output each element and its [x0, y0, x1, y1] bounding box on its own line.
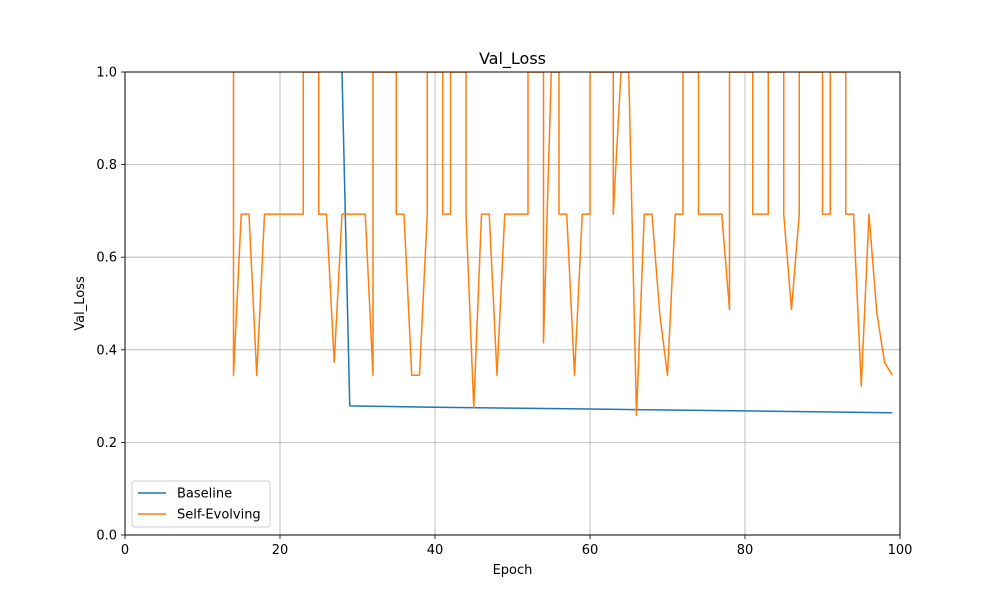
y-axis: 0.0 0.2 0.4 0.6 0.8 1.0: [96, 66, 125, 544]
x-tick-label: 20: [272, 543, 289, 558]
plot-area: [125, 72, 900, 535]
y-tick-label: 0.4: [96, 343, 117, 358]
series-line-self-evolving: [232, 72, 893, 417]
x-tick-label: 40: [427, 543, 444, 558]
x-tick-label: 0: [121, 543, 129, 558]
x-axis-label: Epoch: [493, 563, 533, 578]
plot-frame: [124, 71, 901, 536]
y-tick-label: 0.0: [96, 529, 117, 544]
y-tick-label: 0.8: [96, 158, 117, 173]
y-tick-label: 0.2: [96, 436, 117, 451]
legend-box: [131, 480, 271, 528]
chart-title: Val_Loss: [479, 49, 546, 69]
y-axis-label: Val_Loss: [73, 276, 88, 331]
series-line-baseline: [341, 72, 893, 414]
legend-label-self-evolving: Self-Evolving: [177, 508, 261, 523]
series-group: [232, 72, 893, 417]
x-tick-label: 100: [888, 543, 913, 558]
legend: Baseline Self-Evolving: [131, 480, 271, 528]
x-tick-label: 80: [737, 543, 754, 558]
x-tick-label: 60: [582, 543, 599, 558]
y-tick-label: 1.0: [96, 66, 117, 81]
x-axis: 0 20 40 60 80 100: [121, 535, 913, 558]
y-tick-label: 0.6: [96, 251, 117, 266]
legend-label-baseline: Baseline: [177, 487, 232, 502]
